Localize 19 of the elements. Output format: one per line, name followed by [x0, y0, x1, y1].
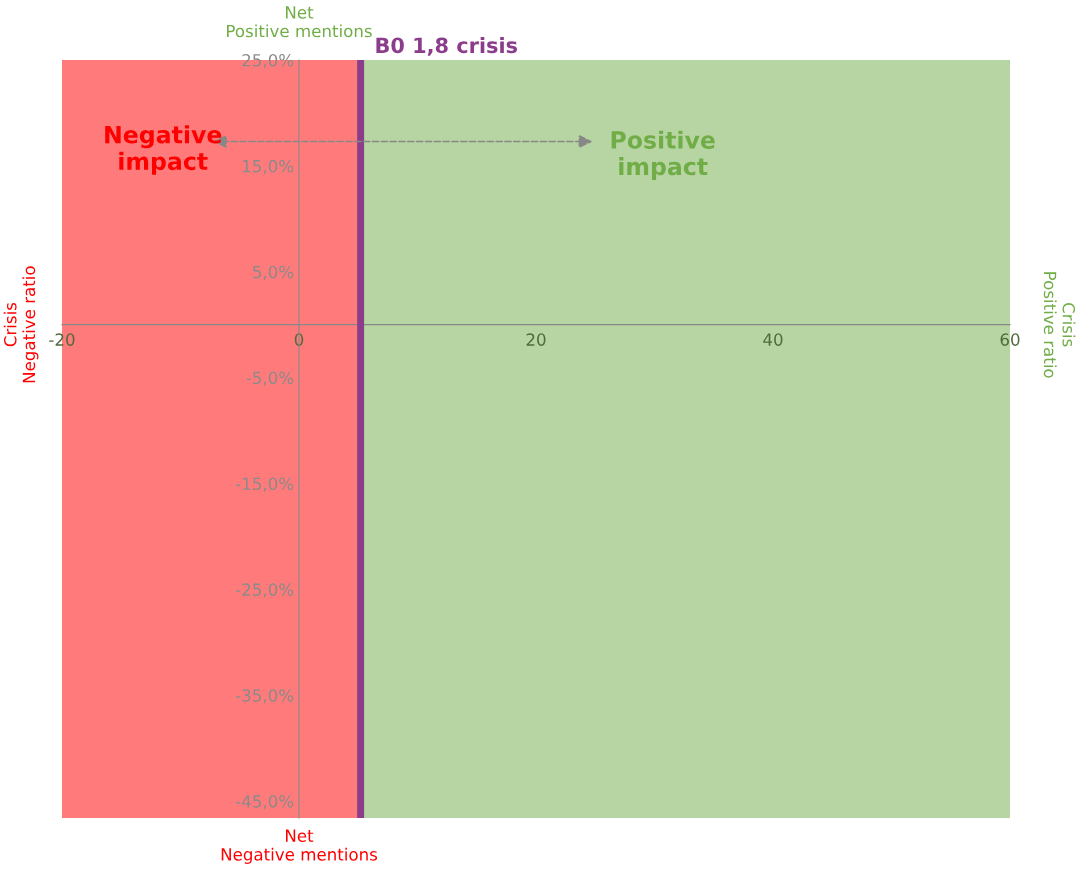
annotation: Positive impact — [611, 130, 715, 180]
y-tick-label: -25,0% — [236, 583, 294, 598]
x-tick-label: 60 — [1000, 333, 1020, 346]
y-tick-label: -5,0% — [246, 371, 294, 386]
y-tick-label: -15,0% — [236, 477, 294, 492]
text: Crisis Positive ratio — [1043, 272, 1076, 378]
y-tick-label: 5,0% — [253, 265, 294, 280]
x-tick-label: 40 — [763, 333, 783, 346]
y-tick-label: 15,0% — [243, 159, 294, 175]
x-tick-label: -20 — [49, 333, 75, 346]
x-tick-label: 20 — [526, 333, 546, 346]
text: Net Positive mentions — [227, 6, 372, 38]
ref-line-label: B0 1,8 crisis — [376, 37, 518, 56]
text: Crisis Negative ratio — [3, 266, 39, 383]
x-tick-label: 0 — [294, 333, 304, 346]
annotation: Negative impact — [105, 125, 222, 175]
text: Net Negative mentions — [221, 829, 378, 864]
y-tick-label: -45,0% — [236, 795, 294, 810]
y-tick-label: -35,0% — [236, 689, 294, 704]
